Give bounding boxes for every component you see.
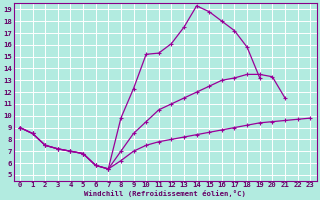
X-axis label: Windchill (Refroidissement éolien,°C): Windchill (Refroidissement éolien,°C): [84, 190, 246, 197]
